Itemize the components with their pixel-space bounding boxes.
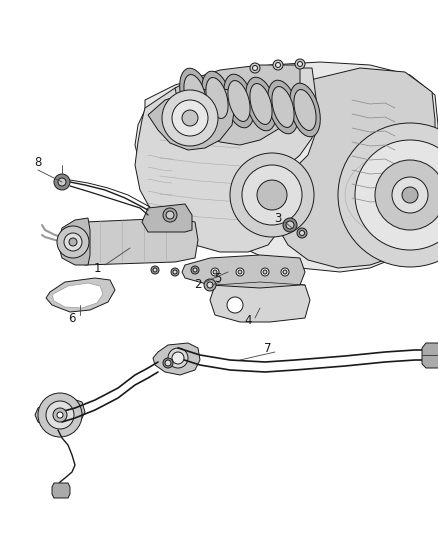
Circle shape: [213, 270, 217, 274]
Circle shape: [261, 268, 269, 276]
Circle shape: [273, 60, 283, 70]
Circle shape: [283, 218, 297, 232]
Polygon shape: [275, 68, 435, 268]
Circle shape: [252, 66, 258, 70]
Circle shape: [182, 110, 198, 126]
Circle shape: [162, 90, 218, 146]
Circle shape: [172, 352, 184, 364]
Circle shape: [227, 297, 243, 313]
Circle shape: [163, 358, 173, 368]
Circle shape: [238, 270, 242, 274]
Ellipse shape: [206, 77, 228, 118]
Circle shape: [276, 62, 280, 68]
Polygon shape: [68, 218, 198, 265]
Polygon shape: [142, 204, 192, 232]
Circle shape: [173, 270, 177, 274]
Circle shape: [338, 123, 438, 267]
Ellipse shape: [294, 90, 316, 131]
Circle shape: [263, 270, 267, 274]
Polygon shape: [153, 343, 200, 375]
Text: 8: 8: [34, 156, 42, 168]
Circle shape: [281, 268, 289, 276]
Polygon shape: [422, 343, 438, 368]
Circle shape: [250, 63, 260, 73]
Circle shape: [207, 282, 213, 288]
Text: 2: 2: [194, 279, 202, 292]
Text: 5: 5: [214, 271, 222, 285]
Circle shape: [163, 208, 177, 222]
Polygon shape: [182, 255, 305, 288]
Ellipse shape: [272, 86, 294, 127]
Circle shape: [295, 59, 305, 69]
Text: 6: 6: [68, 311, 76, 325]
Circle shape: [64, 233, 82, 251]
Circle shape: [57, 412, 63, 418]
Circle shape: [392, 177, 428, 213]
Ellipse shape: [180, 68, 210, 122]
Circle shape: [297, 228, 307, 238]
Polygon shape: [175, 65, 300, 145]
Circle shape: [58, 178, 66, 186]
Polygon shape: [148, 88, 235, 150]
Circle shape: [193, 268, 197, 272]
Circle shape: [375, 160, 438, 230]
Circle shape: [230, 153, 314, 237]
Polygon shape: [135, 68, 318, 252]
Circle shape: [69, 238, 77, 246]
Ellipse shape: [202, 71, 232, 125]
Ellipse shape: [246, 77, 276, 131]
Circle shape: [402, 187, 418, 203]
Circle shape: [297, 61, 303, 67]
Ellipse shape: [250, 84, 272, 124]
Circle shape: [257, 180, 287, 210]
Circle shape: [166, 211, 174, 219]
Circle shape: [242, 165, 302, 225]
Ellipse shape: [224, 74, 254, 128]
Circle shape: [283, 270, 287, 274]
Polygon shape: [46, 278, 115, 312]
Circle shape: [236, 268, 244, 276]
Text: 4: 4: [244, 313, 252, 327]
Polygon shape: [135, 62, 438, 272]
Text: 3: 3: [274, 212, 282, 224]
Circle shape: [153, 268, 157, 272]
Circle shape: [171, 268, 179, 276]
Circle shape: [165, 360, 171, 366]
Ellipse shape: [184, 75, 206, 116]
Polygon shape: [52, 483, 70, 498]
Circle shape: [54, 174, 70, 190]
Circle shape: [300, 230, 304, 236]
Ellipse shape: [228, 80, 250, 122]
Circle shape: [211, 268, 219, 276]
Ellipse shape: [290, 83, 320, 137]
Circle shape: [204, 279, 216, 291]
Circle shape: [172, 100, 208, 136]
Text: 1: 1: [93, 262, 101, 274]
Circle shape: [46, 401, 74, 429]
Circle shape: [168, 348, 188, 368]
Polygon shape: [58, 218, 90, 265]
Circle shape: [286, 221, 294, 229]
Circle shape: [57, 226, 89, 258]
Polygon shape: [210, 282, 310, 322]
Text: 7: 7: [264, 342, 272, 354]
Polygon shape: [52, 283, 103, 308]
Ellipse shape: [268, 80, 298, 134]
Circle shape: [355, 140, 438, 250]
Circle shape: [151, 266, 159, 274]
Polygon shape: [35, 398, 85, 428]
Circle shape: [191, 266, 199, 274]
Circle shape: [38, 393, 82, 437]
Circle shape: [53, 408, 67, 422]
